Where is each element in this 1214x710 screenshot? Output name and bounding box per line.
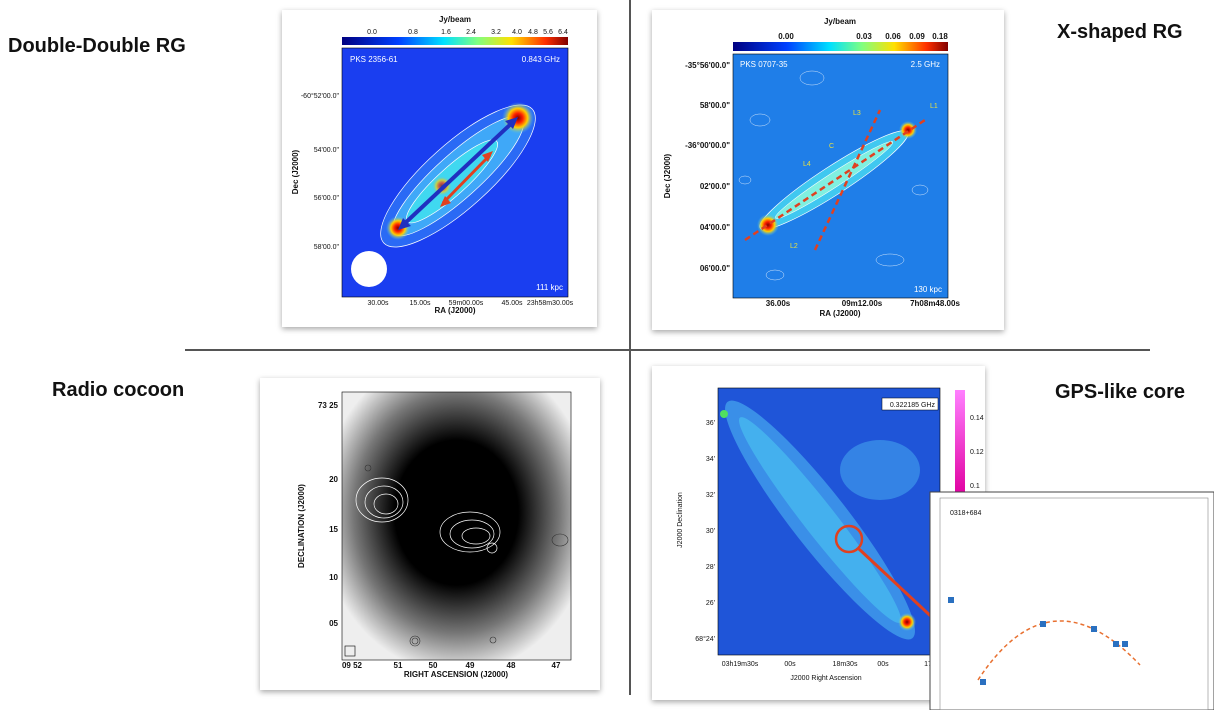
colorbar-tick: 0.1 bbox=[970, 483, 980, 490]
panel-cocoon: 73 25 20 15 10 05 DECLINATION (J2000) 09… bbox=[260, 378, 600, 690]
feature-label: L3 bbox=[853, 110, 861, 117]
source-name: PKS 2356-61 bbox=[350, 55, 398, 64]
colorbar-tick: 2.4 bbox=[466, 29, 476, 36]
source-name: PKS 0707-35 bbox=[740, 60, 788, 69]
colorbar-tick: 0.18 bbox=[932, 32, 948, 41]
colorbar-tick: 0.06 bbox=[885, 32, 901, 41]
y-tick: 32' bbox=[706, 492, 715, 499]
colorbar-title: Jy/beam bbox=[439, 15, 471, 24]
panel-x-shaped: Jy/beam 0.00 0.03 0.06 0.09 0.18 L1 L2 L… bbox=[652, 10, 1004, 330]
colorbar-tick: 1.6 bbox=[441, 29, 451, 36]
y-tick: 68°24' bbox=[695, 635, 715, 643]
scale-bar: 130 kpc bbox=[914, 285, 942, 294]
x-tick: 03h19m30s bbox=[722, 661, 759, 668]
x-tick: 17 bbox=[924, 661, 932, 668]
colorbar-tick: 0.00 bbox=[778, 32, 794, 41]
colorbar-tick: 3.2 bbox=[491, 29, 501, 36]
x-tick: 09 52 bbox=[342, 661, 363, 670]
x-label: RA (J2000) bbox=[819, 309, 860, 318]
inset-title: 0318+684 bbox=[950, 510, 981, 517]
y-tick: 02'00.0" bbox=[700, 182, 730, 191]
y-tick: 34' bbox=[706, 456, 715, 463]
frequency: 0.322185 GHz bbox=[890, 402, 936, 409]
y-tick: 54'00.0" bbox=[314, 147, 340, 154]
quadrant-label: GPS-like core bbox=[1055, 381, 1185, 403]
colorbar-tick: 0.8 bbox=[408, 29, 418, 36]
y-tick: 58'00.0" bbox=[314, 244, 340, 251]
y-tick: 15 bbox=[329, 525, 338, 534]
y-tick: 26' bbox=[706, 600, 715, 607]
x-tick: 09m12.00s bbox=[842, 299, 883, 308]
y-tick: 73 25 bbox=[318, 401, 339, 410]
x-label: J2000 Right Ascension bbox=[790, 675, 861, 682]
feature-label: L2 bbox=[790, 243, 798, 250]
x-tick: 59m00.00s bbox=[449, 300, 484, 307]
x-tick: 51 bbox=[394, 661, 403, 670]
panel-gps: 0.322185 GHz 0.14 0.12 0.1 36' 34' 32' 3… bbox=[652, 366, 1214, 710]
y-tick: 58'00.0" bbox=[700, 101, 730, 110]
colorbar-tick: 5.6 bbox=[543, 29, 553, 36]
x-tick: 45.00s bbox=[501, 300, 523, 307]
quadrant-label: X-shaped RG bbox=[1057, 21, 1183, 43]
x-tick: 15.00s bbox=[409, 300, 431, 307]
y-tick: 04'00.0" bbox=[700, 223, 730, 232]
colorbar-tick: 0.09 bbox=[909, 32, 925, 41]
x-tick: 7h08m48.00s bbox=[910, 299, 960, 308]
x-tick: 49 bbox=[466, 661, 475, 670]
y-tick: 05 bbox=[329, 619, 338, 628]
colorbar-tick: 0.0 bbox=[367, 29, 377, 36]
y-tick: 36' bbox=[706, 420, 715, 427]
y-tick: 28' bbox=[706, 564, 715, 571]
x-tick: 36.00s bbox=[766, 299, 791, 308]
feature-label: L1 bbox=[930, 103, 938, 110]
x-label: RIGHT ASCENSION (J2000) bbox=[404, 670, 509, 679]
quadrant-label: Double-Double RG bbox=[8, 35, 186, 57]
scale-bar: 111 kpc bbox=[536, 283, 563, 292]
colorbar-tick: 4.0 bbox=[512, 29, 522, 36]
y-label: Dec (J2000) bbox=[291, 149, 300, 194]
x-tick: 50 bbox=[429, 661, 438, 670]
y-label: Dec (J2000) bbox=[663, 153, 672, 198]
y-tick: -36°00'00.0" bbox=[685, 141, 730, 150]
colorbar-title: Jy/beam bbox=[824, 17, 856, 26]
x-tick: 18m30s bbox=[833, 661, 858, 668]
frequency: 2.5 GHz bbox=[911, 60, 940, 69]
x-tick: 30.00s bbox=[367, 300, 389, 307]
y-label: J2000 Declination bbox=[677, 492, 684, 548]
colorbar-tick: 0.14 bbox=[970, 415, 984, 422]
frequency: 0.843 GHz bbox=[522, 55, 560, 64]
y-tick: 30' bbox=[706, 528, 715, 535]
x-tick: 48 bbox=[507, 661, 516, 670]
y-tick: 20 bbox=[329, 475, 338, 484]
colorbar-tick: 0.12 bbox=[970, 449, 984, 456]
y-tick: -35°56'00.0" bbox=[685, 61, 730, 70]
colorbar-tick: 4.8 bbox=[528, 29, 538, 36]
panel-double-double: Jy/beam 0.0 0.8 1.6 2.4 3.2 4.0 4.8 5.6 … bbox=[282, 10, 597, 327]
x-label: RA (J2000) bbox=[434, 306, 475, 315]
x-tick: 00s bbox=[877, 661, 889, 668]
x-tick: 00s bbox=[784, 661, 796, 668]
feature-label: C bbox=[829, 143, 834, 150]
feature-label: L4 bbox=[803, 161, 811, 168]
y-tick: -60°52'00.0" bbox=[301, 92, 340, 100]
quadrant-label: Radio cocoon bbox=[52, 379, 184, 401]
colorbar-tick: 0.03 bbox=[856, 32, 872, 41]
x-tick: 23h58m30.00s bbox=[527, 300, 574, 307]
y-tick: 10 bbox=[329, 573, 338, 582]
y-tick: 06'00.0" bbox=[700, 264, 730, 273]
y-label: DECLINATION (J2000) bbox=[297, 484, 306, 568]
y-tick: 56'00.0" bbox=[314, 195, 340, 202]
x-tick: 47 bbox=[552, 661, 561, 670]
colorbar-tick: 6.4 bbox=[558, 29, 568, 36]
